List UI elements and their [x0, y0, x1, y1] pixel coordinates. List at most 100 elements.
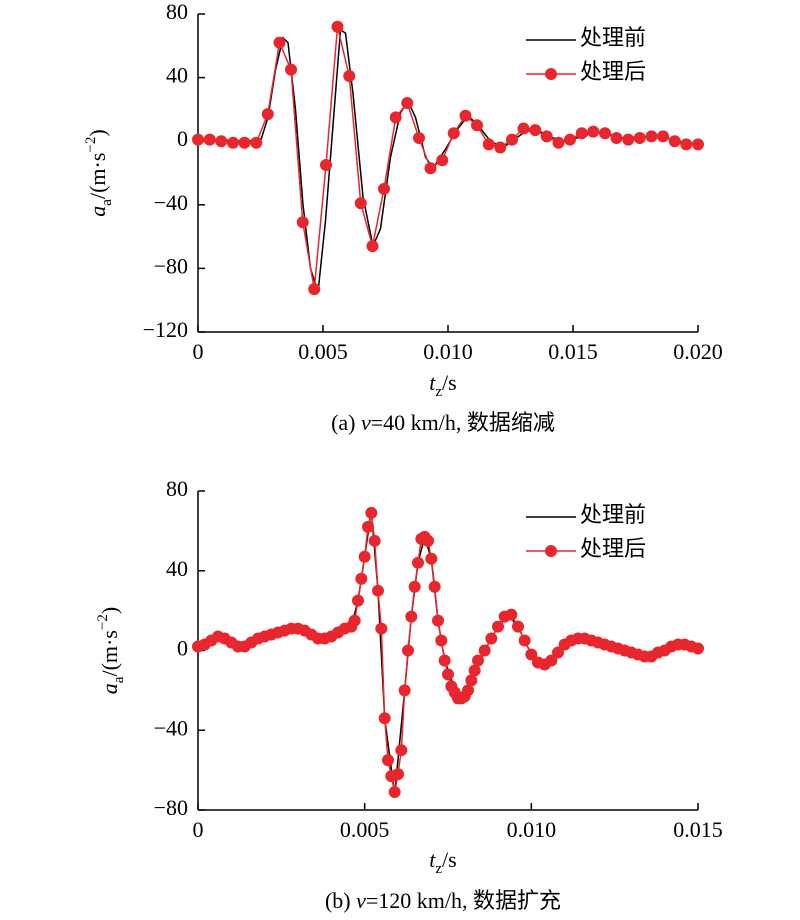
xlabel-part: /s	[442, 370, 457, 395]
x-tick-label: 0.005	[298, 339, 348, 364]
point	[485, 632, 498, 645]
point	[227, 136, 239, 149]
ylabel-part: −2	[95, 614, 111, 630]
point	[512, 620, 524, 633]
x-tick-label: 0.020	[673, 339, 723, 364]
point	[680, 138, 693, 151]
x-tick-label: 0	[193, 817, 204, 842]
point	[308, 283, 321, 296]
point	[412, 556, 424, 569]
point	[438, 654, 451, 667]
point	[320, 159, 332, 172]
point	[517, 122, 530, 135]
caption-part: v	[356, 888, 366, 913]
ylabel-part: )	[97, 607, 122, 614]
point	[331, 20, 344, 33]
point	[442, 668, 454, 681]
ylabel-part: a	[97, 683, 122, 694]
point	[525, 648, 538, 661]
point	[599, 127, 611, 140]
point	[645, 130, 658, 143]
point	[587, 125, 600, 138]
point	[378, 182, 390, 195]
point	[468, 664, 481, 677]
y-tick-label: −80	[154, 795, 188, 820]
y-tick-label: −80	[154, 253, 188, 278]
caption-part: =40 km/h, 数据缩减	[371, 410, 555, 435]
point	[518, 634, 531, 647]
point	[505, 608, 518, 621]
point	[401, 97, 414, 110]
caption-part: (b)	[325, 888, 356, 913]
point	[402, 644, 414, 657]
point	[405, 610, 418, 623]
legend-label: 处理后	[580, 59, 646, 84]
caption-part: =120 km/h, 数据扩充	[366, 888, 561, 913]
point	[540, 130, 553, 143]
point	[482, 138, 495, 151]
xlabel-part: t	[429, 847, 436, 872]
point	[355, 572, 368, 585]
point	[388, 786, 401, 799]
point	[215, 135, 228, 148]
xlabel-part: t	[429, 370, 436, 395]
point	[564, 133, 576, 146]
point	[250, 136, 263, 149]
point	[492, 620, 504, 633]
point	[462, 684, 474, 697]
point	[428, 580, 441, 593]
point	[575, 127, 588, 140]
point	[459, 109, 472, 122]
point	[425, 552, 438, 565]
point	[633, 132, 646, 145]
ylabel-part: a	[85, 206, 110, 217]
y-tick-label: −120	[143, 317, 188, 342]
ylabel-part: /(m·s	[97, 630, 122, 676]
x-axis-label: tz/s	[429, 370, 456, 400]
y-tick-label: −40	[154, 190, 188, 215]
point	[368, 534, 381, 547]
point	[375, 622, 388, 635]
point	[408, 580, 421, 593]
x-tick-label: 0	[193, 339, 204, 364]
point	[395, 744, 408, 757]
point	[273, 36, 286, 49]
x-tick-label: 0.010	[507, 817, 557, 842]
point	[238, 136, 251, 149]
point	[285, 63, 297, 76]
point	[529, 124, 542, 137]
y-tick-label: 0	[177, 126, 188, 151]
y-axis-label: aa/(m·s−2)	[95, 607, 127, 694]
x-tick-label: 0.010	[423, 339, 473, 364]
xlabel-part: /s	[442, 847, 457, 872]
ylabel-part: )	[85, 129, 110, 136]
xlabel-part: z	[435, 861, 442, 877]
point	[692, 138, 704, 151]
point	[366, 240, 379, 253]
caption: (b) v=120 km/h, 数据扩充	[325, 888, 561, 913]
point	[296, 216, 309, 229]
point	[471, 119, 483, 132]
caption-part: (a)	[331, 410, 361, 435]
point	[435, 634, 448, 647]
legend-label: 处理后	[580, 536, 646, 561]
point	[261, 108, 274, 121]
point	[545, 654, 558, 667]
point	[447, 127, 460, 140]
point	[424, 162, 437, 175]
legend-marker	[545, 68, 557, 80]
caption: (a) v=40 km/h, 数据缩减	[331, 410, 555, 435]
ylabel-part: /(m·s	[85, 153, 110, 199]
point	[432, 614, 444, 627]
point	[382, 754, 394, 767]
xlabel-part: z	[435, 384, 442, 400]
legend-label: 处理前	[580, 502, 646, 527]
point	[552, 136, 565, 149]
point	[472, 654, 484, 667]
point	[668, 135, 681, 148]
y-tick-label: 80	[166, 0, 188, 24]
point	[348, 614, 361, 627]
point	[365, 506, 378, 519]
point	[506, 133, 518, 146]
